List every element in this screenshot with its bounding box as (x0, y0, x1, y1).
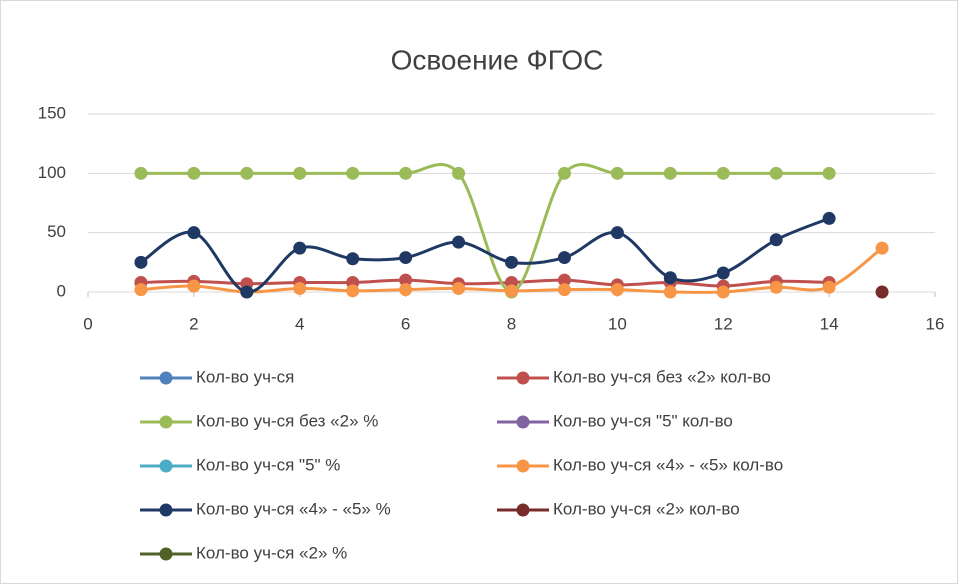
marker (557, 251, 571, 265)
chart-title: Освоение ФГОС (391, 44, 604, 75)
x-tick-label: 10 (608, 314, 627, 333)
legend-label: Кол-во уч-ся "5" % (196, 455, 340, 474)
marker (716, 266, 730, 280)
legend-marker (159, 459, 173, 473)
y-tick-label: 150 (38, 103, 66, 122)
marker (610, 283, 624, 297)
legend-marker (159, 503, 173, 517)
y-tick-label: 0 (57, 281, 66, 300)
marker (663, 166, 677, 180)
marker (822, 211, 836, 225)
x-tick-label: 12 (714, 314, 733, 333)
marker (240, 285, 254, 299)
legend-marker (516, 503, 530, 517)
marker (452, 166, 466, 180)
x-tick-label: 14 (820, 314, 839, 333)
legend-label: Кол-во уч-ся без «2» кол-во (553, 367, 771, 386)
legend-marker (516, 459, 530, 473)
marker (134, 283, 148, 297)
x-tick-label: 4 (295, 314, 304, 333)
marker (452, 281, 466, 295)
marker (557, 273, 571, 287)
legend-marker (159, 547, 173, 561)
marker (452, 235, 466, 249)
marker (293, 166, 307, 180)
x-tick-label: 16 (926, 314, 945, 333)
marker (187, 166, 201, 180)
marker (240, 166, 254, 180)
marker (399, 251, 413, 265)
marker (505, 255, 518, 269)
marker (822, 280, 836, 294)
marker (716, 285, 730, 299)
legend-marker (516, 371, 530, 385)
legend-label: Кол-во уч-ся «2» % (196, 543, 347, 562)
y-tick-label: 50 (47, 222, 66, 241)
marker (610, 166, 624, 180)
marker (663, 285, 677, 299)
x-tick-label: 6 (401, 314, 410, 333)
y-tick-label: 100 (38, 163, 66, 182)
marker (134, 255, 148, 269)
marker (875, 241, 889, 255)
marker (505, 284, 518, 298)
marker (875, 285, 889, 299)
legend-label: Кол-во уч-ся "5" кол-во (553, 411, 733, 430)
legend-label: Кол-во уч-ся без «2» % (196, 411, 378, 430)
marker (346, 252, 360, 266)
x-tick-label: 2 (189, 314, 198, 333)
marker (346, 166, 360, 180)
marker (293, 241, 307, 255)
legend-marker (159, 371, 173, 385)
series-line (140, 163, 830, 294)
marker (557, 166, 571, 180)
marker (187, 279, 201, 293)
x-tick-label: 0 (83, 314, 92, 333)
legend-marker (516, 415, 530, 429)
marker (399, 273, 413, 287)
marker (399, 166, 413, 180)
marker (822, 166, 836, 180)
marker (663, 271, 677, 285)
marker (187, 226, 201, 240)
legend-label: Кол-во уч-ся «4» - «5» % (196, 499, 391, 518)
legend-label: Кол-во уч-ся (196, 367, 294, 386)
marker (557, 283, 571, 297)
marker (134, 166, 148, 180)
marker (769, 233, 783, 247)
marker (769, 280, 783, 294)
legend-marker (159, 415, 173, 429)
legend-label: Кол-во уч-ся «2» кол-во (553, 499, 740, 518)
x-tick-label: 8 (507, 314, 516, 333)
marker (716, 166, 730, 180)
marker (293, 281, 307, 295)
legend-label: Кол-во уч-ся «4» - «5» кол-во (553, 455, 783, 474)
marker (610, 226, 624, 240)
marker (399, 283, 413, 297)
marker (346, 284, 360, 298)
marker (769, 166, 783, 180)
